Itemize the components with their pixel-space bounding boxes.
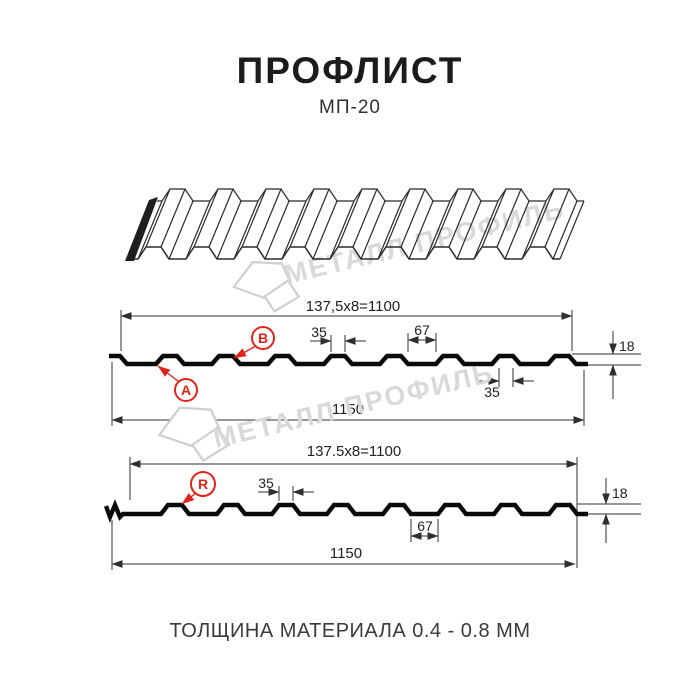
rib-edge-line — [208, 188, 234, 248]
dim-modules-1: 137,5x8=1100 — [306, 298, 400, 315]
page-title: ПРОФЛИСТ — [236, 50, 464, 91]
rib-edge-line — [185, 200, 211, 260]
rib-edge-line — [145, 188, 171, 248]
rib-edge-line — [256, 188, 282, 248]
sheet-edge-line — [133, 246, 560, 260]
rib-edge-line — [289, 188, 315, 248]
rib-edge-line — [552, 200, 578, 260]
sheet-cut-edge — [125, 197, 158, 261]
metall-profil-logo-icon — [232, 260, 301, 313]
rib-edge-line — [456, 200, 482, 260]
dim-full-width-2: 1150 — [330, 545, 362, 562]
rib-edge-line — [352, 188, 378, 248]
label-b-callout: В — [233, 326, 275, 359]
sheet-edge-line — [157, 188, 584, 202]
dim-rib-top-1: 35 — [311, 324, 327, 340]
dim-rib-bottom-1: 35 — [484, 384, 500, 400]
rib-edge-line — [433, 188, 459, 248]
dim-modules-2: 137.5x8=1100 — [307, 443, 401, 460]
rib-edge-line — [559, 200, 585, 260]
rib-edge-line — [193, 188, 219, 248]
label-a-callout: А — [157, 365, 198, 402]
rib-edge-line — [377, 200, 403, 260]
dim-height-2: 18 — [612, 485, 628, 501]
rib-edge-line — [448, 188, 474, 248]
profile-model-subtitle: МП-20 — [319, 97, 381, 118]
diagram1-dimension-texts: 137,5x8=1100 35 67 18 35 1150 — [306, 298, 635, 418]
rib-edge-line — [337, 188, 363, 248]
rib-edge-line — [425, 200, 451, 260]
dim-full-width-1: 1150 — [332, 401, 364, 418]
label-a: А — [181, 382, 191, 398]
rib-edge-line — [241, 188, 267, 248]
metall-profil-logo-icon — [157, 406, 231, 463]
label-r-callout: R — [181, 471, 216, 505]
rib-edge-line — [281, 200, 307, 260]
profile-cross-section-2 — [103, 499, 588, 524]
rib-edge-line — [160, 188, 186, 248]
rib-edge-line — [400, 188, 426, 248]
rib-edge-line — [521, 200, 547, 260]
rib-edge-line — [385, 188, 411, 248]
rib-edge-line — [529, 188, 555, 248]
label-b: В — [258, 330, 268, 346]
rib-edge-line — [216, 200, 242, 260]
rib-edge-line — [360, 200, 386, 260]
rib-edge-line — [304, 188, 330, 248]
rib-edge-line — [233, 200, 259, 260]
diagram2-dimension-texts: 137.5x8=1100 35 18 67 1150 — [258, 443, 628, 562]
rib-edge-line — [544, 188, 570, 248]
watermark-text-upper: МЕТАЛЛ ПРОФИЛЬ — [281, 194, 567, 290]
rib-edge-line — [481, 188, 507, 248]
dim-rib-top-2: 35 — [258, 475, 274, 491]
rib-edge-line — [408, 200, 434, 260]
dim-valley-2: 67 — [417, 518, 433, 534]
profile-cross-section-1 — [109, 353, 588, 367]
label-r: R — [198, 476, 208, 492]
rib-edge-line — [504, 200, 530, 260]
rib-edge-line — [168, 200, 194, 260]
profile-3d-perspective-view — [133, 188, 585, 260]
rib-edge-line — [137, 200, 163, 260]
rib-edge-line — [496, 188, 522, 248]
dim-valley-1: 67 — [414, 322, 430, 338]
rib-edge-line — [312, 200, 338, 260]
rib-edge-line — [473, 200, 499, 260]
rib-edge-line — [329, 200, 355, 260]
rib-edge-line — [264, 200, 290, 260]
watermark-text-lower: МЕТАЛЛ ПРОФИЛЬ — [210, 358, 496, 454]
material-thickness-note: ТОЛЩИНА МАТЕРИАЛА 0.4 - 0.8 ММ — [169, 620, 531, 642]
dim-height-1: 18 — [619, 338, 635, 354]
